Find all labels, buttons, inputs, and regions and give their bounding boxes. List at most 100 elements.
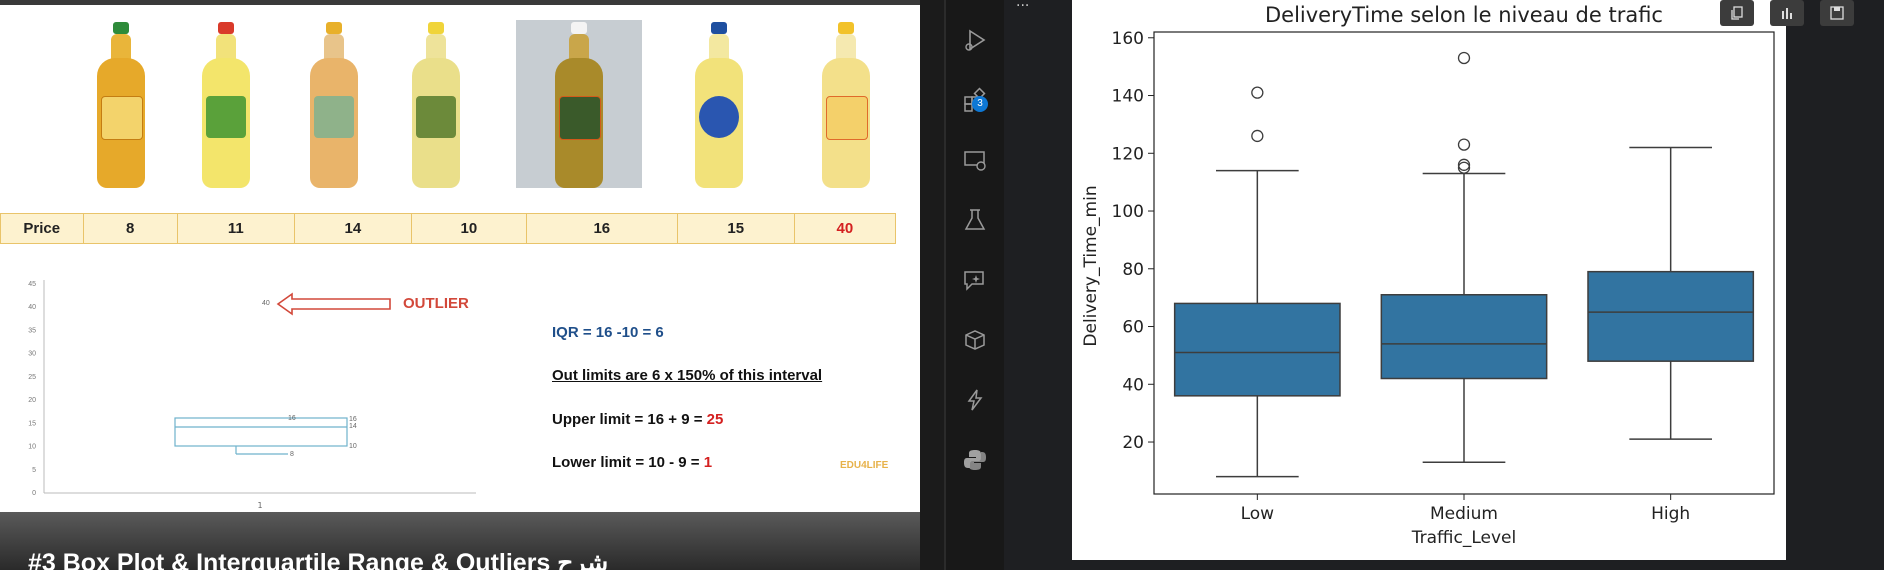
out-limits-note: Out limits are 6 x 150% of this interval xyxy=(552,367,823,384)
oil-bottle-image xyxy=(95,22,147,190)
outlier-arrow xyxy=(276,292,391,316)
outlier-point xyxy=(1457,158,1471,171)
mini-label: 16 xyxy=(288,415,296,422)
remote-explorer-icon[interactable] xyxy=(946,138,1004,182)
editor-gutter xyxy=(1004,0,1072,570)
chart-button[interactable] xyxy=(1770,0,1804,26)
containers-icon[interactable] xyxy=(946,318,1004,362)
price-cell-outlier: 40 xyxy=(793,213,897,244)
y-axis-label: Delivery_Time_min xyxy=(1081,185,1101,346)
extensions-icon[interactable]: 3 xyxy=(946,78,1004,122)
mini-y-tick: 40 xyxy=(28,304,36,311)
sash[interactable] xyxy=(944,0,947,570)
x-axis: Low Medium High xyxy=(1241,494,1690,524)
mini-y-tick: 30 xyxy=(28,351,36,358)
boxes xyxy=(1173,51,1755,478)
price-cell: 15 xyxy=(676,213,795,244)
box-high xyxy=(1587,270,1755,362)
lower-limit-value: 1 xyxy=(703,454,713,471)
activity-bar: 3 xyxy=(946,0,1004,570)
plot-output-panel: DeliveryTime selon le niveau de trafic 2… xyxy=(1072,0,1786,560)
lower-limit-note: Lower limit = 10 - 9 = 1 xyxy=(552,454,712,471)
mini-y-tick: 10 xyxy=(28,444,36,451)
price-row: Price 8 11 14 10 16 15 40 xyxy=(0,213,897,244)
x-tick-label: High xyxy=(1651,504,1690,524)
video-frame[interactable]: Price 8 11 14 10 16 15 40 45 40 35 30 25 20 15… xyxy=(0,0,920,570)
y-axis: 20 40 60 80 100 120 140 160 xyxy=(1112,29,1154,453)
lower-limit-text: Lower limit = 10 - 9 = xyxy=(552,454,704,471)
price-cell: 8 xyxy=(82,213,178,244)
price-table: Price 8 11 14 10 16 15 40 xyxy=(0,213,897,244)
y-tick-label: 80 xyxy=(1122,260,1144,280)
oil-bottle-image xyxy=(200,22,252,190)
extensions-badge: 3 xyxy=(972,96,988,112)
upper-limit-value: 25 xyxy=(706,411,724,428)
testing-icon[interactable] xyxy=(946,198,1004,242)
save-button[interactable] xyxy=(1820,0,1854,26)
mini-y-tick: 0 xyxy=(32,490,36,497)
y-tick-label: 40 xyxy=(1122,375,1144,395)
video-title[interactable]: #3 Box Plot & Interquartile Range & Outl… xyxy=(28,549,609,570)
oil-bottle-image xyxy=(693,22,745,190)
price-header: Price xyxy=(0,213,84,244)
edu4life-logo: EDU4LIFE xyxy=(840,460,889,471)
lightning-icon[interactable] xyxy=(946,378,1004,422)
video-title-bar xyxy=(0,512,920,570)
outlier-point xyxy=(1251,86,1264,99)
oil-bottle-image xyxy=(410,22,462,190)
mini-box-plot: 45 40 35 30 25 20 15 10 5 0 1 16 16 14 10 8 40 OU… xyxy=(28,280,476,510)
mini-label: 16 xyxy=(349,416,357,423)
upper-limit-note: Upper limit = 16 + 9 = 25 xyxy=(552,411,723,428)
mini-label: 10 xyxy=(349,443,357,450)
mini-box xyxy=(174,417,348,447)
iqr-note: IQR = 16 -10 = 6 xyxy=(552,324,664,341)
mini-label: 14 xyxy=(349,423,357,430)
x-axis-label: Traffic_Level xyxy=(1411,528,1516,548)
mini-label: 8 xyxy=(290,451,294,458)
price-cell: 11 xyxy=(176,213,295,244)
python-icon[interactable] xyxy=(946,438,1004,482)
x-tick-label: Low xyxy=(1241,504,1275,524)
mini-x-tick: 1 xyxy=(257,501,262,510)
copy-button[interactable] xyxy=(1720,0,1754,26)
y-tick-label: 160 xyxy=(1112,29,1144,49)
mini-y-tick: 20 xyxy=(28,397,36,404)
mini-y-tick: 35 xyxy=(28,327,36,334)
mini-y-tick: 45 xyxy=(28,281,36,288)
more-actions-ellipsis[interactable]: ... xyxy=(1016,0,1030,10)
delivery-time-boxplot: DeliveryTime selon le niveau de trafic 2… xyxy=(1081,3,1775,548)
save-icon xyxy=(1830,6,1844,20)
price-cell: 10 xyxy=(410,213,527,244)
copy-icon xyxy=(1731,6,1743,20)
mini-outlier-point: 40 xyxy=(262,300,270,307)
mini-y-tick: 25 xyxy=(28,374,36,381)
x-tick-label: Medium xyxy=(1430,504,1498,524)
run-debug-icon[interactable] xyxy=(946,18,1004,62)
upper-limit-text: Upper limit = 16 + 9 = xyxy=(552,411,707,428)
chart-title: DeliveryTime selon le niveau de trafic xyxy=(1265,3,1663,27)
panel-divider xyxy=(920,0,946,570)
price-cell: 14 xyxy=(293,213,412,244)
plot-toolbar xyxy=(1720,0,1884,30)
mini-y-tick: 15 xyxy=(28,420,36,427)
y-tick-label: 20 xyxy=(1122,433,1144,453)
y-tick-label: 140 xyxy=(1112,87,1144,107)
price-cell: 16 xyxy=(525,213,678,244)
oil-bottle-image xyxy=(308,22,360,190)
outlier-point xyxy=(1457,161,1471,174)
oil-bottle-image xyxy=(553,22,605,190)
y-tick-label: 100 xyxy=(1112,202,1144,222)
outlier-point xyxy=(1457,138,1471,151)
outlier-label: OUTLIER xyxy=(403,295,469,312)
y-tick-label: 120 xyxy=(1112,144,1144,164)
oil-bottle-image xyxy=(820,22,872,190)
box-medium xyxy=(1380,294,1548,380)
outlier-point xyxy=(1251,129,1264,143)
mini-y-tick: 5 xyxy=(32,467,36,474)
outlier-point xyxy=(1457,51,1471,65)
video-top-bar xyxy=(0,0,920,5)
box-low xyxy=(1173,302,1341,397)
chart-icon xyxy=(1782,8,1792,19)
copilot-chat-icon[interactable] xyxy=(946,258,1004,302)
y-tick-label: 60 xyxy=(1122,318,1144,338)
